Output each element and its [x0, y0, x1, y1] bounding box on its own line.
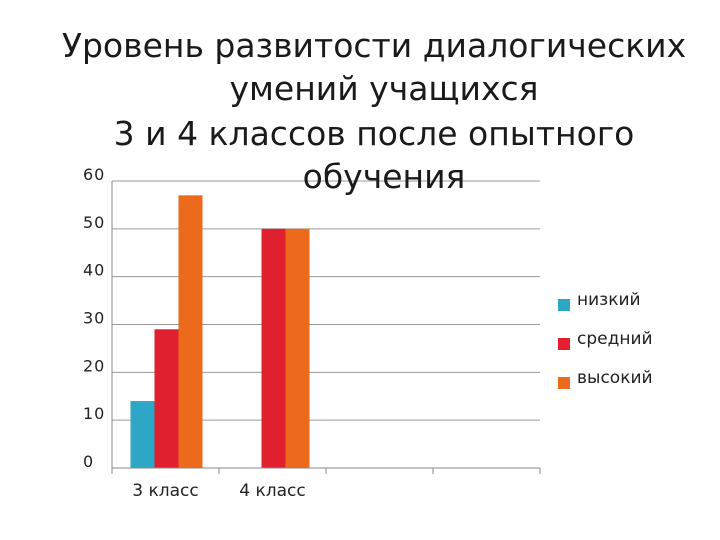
- y-tick-label: 30: [83, 309, 105, 328]
- legend-label: низкий: [577, 290, 641, 310]
- title-line-4: обучения: [303, 157, 466, 196]
- y-tick-label: 10: [83, 404, 105, 423]
- bar-1-category-1: [130, 401, 155, 468]
- y-tick-label: 50: [83, 213, 105, 232]
- title-line-1: Уровень развитости диалогических: [62, 26, 686, 65]
- axes: [111, 181, 541, 474]
- bar-3-category-1: [178, 195, 203, 468]
- y-tick-label: 60: [83, 165, 105, 184]
- legend-label: средний: [577, 329, 653, 349]
- bar-3-category-2: [285, 228, 310, 468]
- x-tick-label: 3 класс: [132, 481, 198, 501]
- bars: [130, 195, 310, 468]
- chart-title: Уровень развитости диалогических умений …: [62, 26, 686, 196]
- x-tick-label: 4 класс: [239, 481, 305, 501]
- bar-2-category-2: [261, 228, 286, 468]
- legend: низкий средний высокий: [558, 290, 653, 389]
- y-tick-labels: 0 10 20 30 40 50 60: [83, 165, 105, 471]
- y-tick-label: 20: [83, 356, 105, 375]
- bar-2-category-1: [154, 329, 179, 468]
- legend-swatch: [558, 338, 570, 350]
- y-tick-label: 0: [83, 452, 94, 471]
- title-line-3: 3 и 4 классов после опытного: [114, 114, 635, 153]
- y-tick-label: 40: [83, 261, 105, 280]
- legend-swatch: [558, 299, 570, 311]
- legend-swatch: [558, 377, 570, 389]
- legend-label: высокий: [577, 368, 653, 388]
- x-tick-labels: 3 класс 4 класс: [132, 481, 305, 501]
- title-line-2: умений учащихся: [230, 69, 539, 108]
